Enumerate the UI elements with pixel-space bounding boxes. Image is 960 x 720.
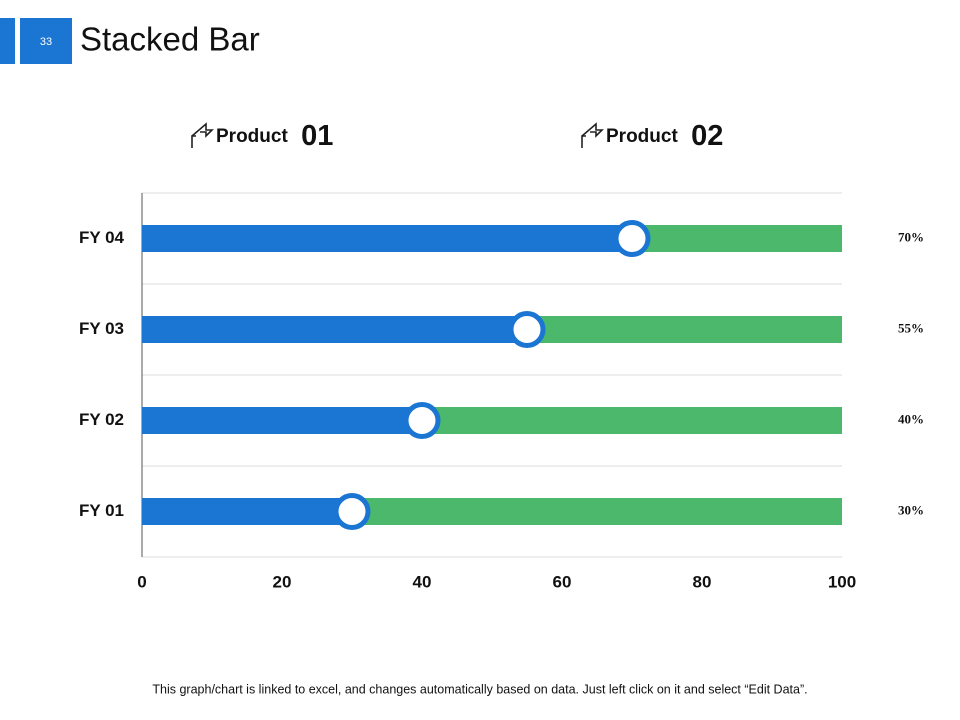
footer-note: This graph/chart is linked to excel, and…	[152, 682, 807, 696]
value-label: 40%	[898, 411, 924, 426]
y-tick-label: FY 04	[79, 228, 125, 247]
bar-segment	[142, 407, 422, 434]
value-label: 55%	[898, 320, 924, 335]
legend-label: Product 01	[216, 120, 333, 152]
bar-marker	[508, 311, 546, 348]
bar-marker	[333, 493, 371, 530]
x-tick-label: 80	[693, 572, 712, 591]
header-accent	[0, 18, 15, 64]
legend-icon	[191, 122, 214, 148]
bar-marker	[403, 402, 441, 439]
slide-number-box	[20, 18, 72, 64]
bar-segment	[142, 498, 352, 525]
bar-segment	[142, 225, 632, 252]
x-tick-label: 100	[828, 572, 856, 591]
slide-number: 33	[40, 36, 52, 48]
legend-label: Product 02	[606, 120, 723, 152]
value-label: 30%	[898, 502, 924, 517]
bar-segment	[527, 316, 842, 343]
bar-segment	[632, 225, 842, 252]
x-tick-label: 60	[553, 572, 572, 591]
x-tick-label: 20	[273, 572, 292, 591]
slide-title: Stacked Bar	[80, 21, 260, 58]
chart: 0 20 40 60 80 100 Product 01 Product 02 FY 01 FY …	[79, 120, 924, 592]
bar-segment	[352, 498, 842, 525]
y-tick-label: FY 03	[79, 319, 124, 338]
x-tick-label: 40	[413, 572, 432, 591]
legend-icon	[581, 122, 604, 148]
y-tick-label: FY 01	[79, 501, 124, 520]
x-tick-label: 0	[137, 572, 146, 591]
bar-segment	[142, 316, 527, 343]
bar-marker	[613, 220, 651, 257]
value-label: 70%	[898, 229, 924, 244]
y-tick-label: FY 02	[79, 410, 124, 429]
bar-segment	[422, 407, 842, 434]
